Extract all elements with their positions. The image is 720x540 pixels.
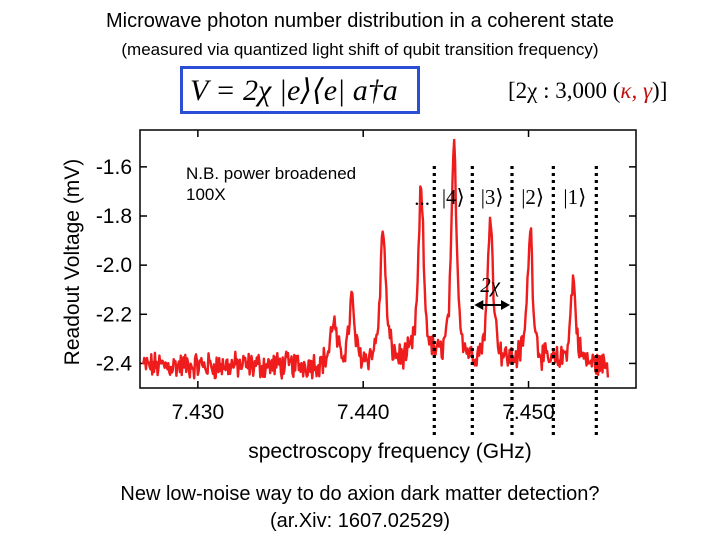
- x-tick-label: 7.440: [337, 401, 390, 424]
- note-line-2: 100X: [186, 185, 226, 204]
- hamiltonian-equation: V = 2χ |e⟩⟨e| a†a: [190, 74, 398, 107]
- y-tick-label: -1.8: [96, 205, 132, 228]
- coupling-ratio-note: [2χ : 3,000 (κ, γ)]: [508, 78, 667, 104]
- equation-box: [180, 66, 420, 114]
- photon-state-label: |4⟩: [442, 185, 465, 209]
- power-broadened-note: N.B. power broadened 100X: [186, 163, 356, 205]
- x-axis-label: spectroscopy frequency (GHz): [248, 440, 532, 463]
- y-axis-label: Readout Voltage (mV): [61, 158, 84, 366]
- x-tick-label: 7.430: [172, 401, 225, 424]
- y-tick-label: -2.4: [96, 352, 133, 375]
- page-title: Microwave photon number distribution in …: [105, 10, 615, 32]
- y-tick-label: -1.6: [96, 156, 132, 179]
- x-tick-label: 7.450: [502, 401, 555, 424]
- plot-frame: [139, 129, 637, 389]
- readout-trace: [142, 138, 610, 380]
- photon-state-label: |1⟩: [563, 185, 586, 209]
- footer-question: New low-noise way to do axion dark matte…: [120, 483, 600, 505]
- spacing-label: 2χ: [480, 273, 501, 297]
- photon-state-label: |3⟩: [481, 185, 504, 209]
- y-tick-label: -2.0: [96, 254, 132, 277]
- spacing-arrow: [474, 300, 510, 310]
- kappa-gamma-symbols: κ, γ: [620, 78, 653, 103]
- page-subtitle: (measured via quantized light shift of q…: [121, 40, 599, 59]
- ellipsis-label: ...: [414, 186, 430, 210]
- y-tick-label: -2.2: [96, 303, 132, 326]
- note-line-1: N.B. power broadened: [186, 164, 357, 183]
- coupling-ratio-suffix: )]: [652, 78, 668, 103]
- photon-state-label: |2⟩: [521, 185, 544, 209]
- coupling-ratio-prefix: [2χ : 3,000 (: [508, 78, 621, 103]
- footer-reference: (ar.Xiv: 1607.02529): [269, 510, 451, 532]
